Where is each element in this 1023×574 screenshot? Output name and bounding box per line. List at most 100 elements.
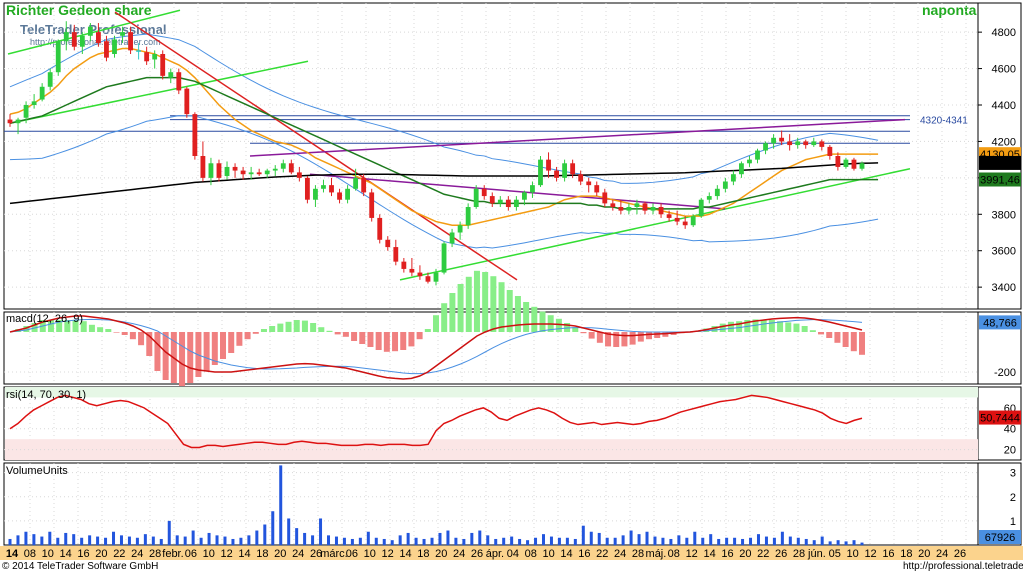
candle-body	[385, 239, 391, 248]
candle-body	[337, 192, 342, 200]
macd-histogram-bar	[203, 332, 210, 371]
bollinger-upper-line	[9, 33, 879, 184]
x-axis-label: 06	[346, 548, 358, 560]
macd-histogram-bar	[146, 332, 153, 356]
macd-histogram-bar	[596, 332, 603, 343]
volume-bar	[183, 536, 187, 545]
volume-bar	[844, 541, 848, 545]
rsi-title: rsi(14, 70, 30, 1)	[6, 389, 86, 401]
volume-bar	[733, 537, 737, 545]
last-value-box	[979, 155, 1021, 170]
macd-histogram-bar	[383, 332, 390, 352]
volume-title: VolumeUnits	[6, 465, 68, 477]
macd-histogram-bar	[236, 332, 243, 346]
candle-body	[79, 35, 85, 47]
volume-bar	[151, 536, 155, 545]
volume-bar	[112, 531, 116, 545]
volume-bar	[72, 534, 76, 545]
macd-histogram-bar	[850, 332, 857, 352]
x-axis-label: 28	[149, 548, 161, 560]
candle-body	[626, 207, 632, 211]
macd-histogram-bar	[72, 320, 79, 332]
rsi-line	[9, 394, 863, 449]
x-axis-label: 16	[721, 548, 733, 560]
macd-tick-label: -200	[994, 367, 1016, 379]
trend-line-purple	[249, 118, 906, 157]
moving-average-line	[9, 162, 879, 205]
macd-histogram-bar	[588, 332, 595, 339]
macd-histogram-bar	[473, 270, 480, 332]
volume-bar	[446, 530, 450, 545]
candle-body	[160, 54, 166, 76]
candle-body	[353, 177, 359, 189]
macd-histogram-bar	[97, 327, 104, 332]
volume-bar	[788, 536, 792, 545]
macd-histogram-bar	[531, 306, 538, 332]
volume-bar	[693, 531, 697, 545]
macd-histogram-bar	[359, 332, 366, 344]
volume-bar	[279, 465, 283, 545]
macd-histogram-bar	[334, 332, 341, 335]
macd-signal-line	[9, 318, 863, 375]
candle-body	[481, 188, 487, 197]
candle-body	[562, 163, 568, 178]
macd-histogram-bar	[88, 324, 95, 332]
macd-histogram-bar	[392, 332, 399, 352]
footer-copyright: © 2014 TeleTrader Software GmbH	[2, 561, 159, 572]
macd-histogram-bar	[605, 332, 612, 347]
volume-bar	[143, 534, 147, 545]
macd-histogram-bar	[23, 326, 30, 332]
x-axis-label: 20	[435, 548, 447, 560]
candle-body	[505, 199, 511, 207]
x-axis-label: 12	[864, 548, 876, 560]
x-axis-label: márc.	[320, 548, 348, 560]
volume-last-value: 67926	[985, 532, 1016, 544]
watermark-url: http://professional.teletrader.com	[30, 37, 161, 47]
candle-body	[779, 137, 785, 142]
volume-bar	[565, 537, 569, 545]
candle-body	[393, 247, 399, 262]
volume-tick-label: 3	[1010, 468, 1016, 480]
candle-body	[280, 163, 286, 169]
candle-body	[23, 105, 29, 118]
volume-bar	[836, 540, 840, 545]
panel-frame	[3, 2, 1022, 310]
volume-bar	[199, 537, 203, 545]
candle-body	[264, 170, 270, 175]
candle-body	[55, 41, 61, 73]
candle-body	[425, 276, 431, 282]
macd-histogram-bar	[662, 332, 669, 337]
macd-histogram-bar	[342, 332, 349, 337]
price-tick-label: 4200	[992, 136, 1016, 148]
macd-histogram-bar	[416, 332, 423, 340]
volume-bar	[438, 532, 442, 545]
macd-histogram-bar	[285, 321, 292, 332]
macd-histogram-bar	[154, 332, 161, 371]
macd-histogram-bar	[244, 332, 251, 340]
candle-body	[457, 225, 463, 233]
macd-histogram-bar	[277, 323, 284, 332]
rsi-oversold-band	[5, 439, 978, 460]
x-axis-label: 14	[6, 548, 19, 560]
trend-line-red	[114, 11, 518, 281]
volume-bar	[24, 531, 28, 545]
macd-histogram-bar	[80, 321, 87, 332]
macd-histogram-bar	[367, 332, 374, 347]
x-axis-band	[0, 546, 1023, 560]
macd-histogram-bar	[801, 326, 808, 332]
volume-bar	[685, 537, 689, 545]
volume-bar	[510, 536, 514, 545]
volume-bar	[135, 537, 139, 545]
volume-bar	[709, 534, 713, 545]
macd-histogram-bar	[637, 332, 644, 342]
macd-histogram-bar	[482, 272, 489, 332]
candle-body	[369, 192, 375, 218]
x-axis-label: 24	[614, 548, 626, 560]
macd-histogram-bar	[539, 311, 546, 332]
x-axis-label: 18	[417, 548, 429, 560]
moving-average-line	[9, 76, 879, 210]
volume-bar	[48, 531, 52, 545]
volume-bar	[573, 538, 577, 545]
candle-body	[87, 26, 93, 36]
macd-histogram-bar	[424, 329, 431, 332]
